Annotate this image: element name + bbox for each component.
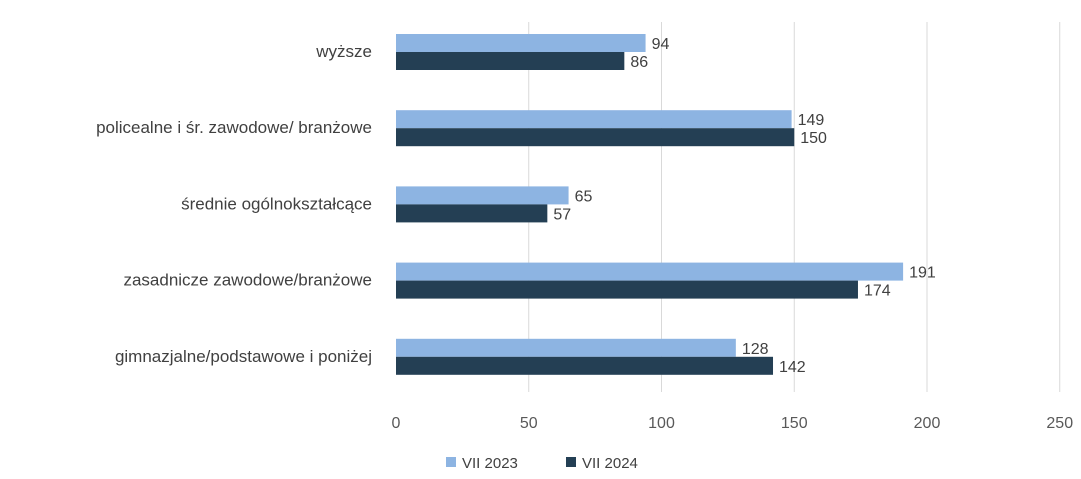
bar	[396, 204, 548, 223]
data-label: 142	[779, 359, 806, 376]
gridlines	[528, 22, 1061, 392]
category-labels: wyższe policealne i śr. zawodowe/ branżow…	[96, 42, 372, 366]
legend-label: VII 2024	[582, 455, 638, 472]
legend: VII 2023 VII 2024	[446, 455, 638, 472]
data-label: 57	[553, 206, 571, 223]
category-label: zasadnicze zawodowe/branżowe	[123, 271, 372, 290]
legend-label: VII 2023	[462, 455, 518, 472]
category-label: gimnazjalne/podstawowe i poniżej	[115, 347, 372, 366]
bars	[396, 34, 904, 375]
data-label: 94	[652, 36, 670, 53]
x-axis-ticks: 0 50 100 150 200 250	[392, 415, 1074, 432]
data-label: 149	[798, 112, 825, 129]
data-label: 174	[864, 283, 891, 300]
x-tick-label: 150	[781, 415, 808, 432]
x-tick-label: 250	[1046, 415, 1073, 432]
bar	[396, 262, 904, 281]
category-label: średnie ogólnokształcące	[181, 194, 372, 213]
data-label: 86	[630, 54, 648, 71]
bar	[396, 280, 858, 299]
legend-swatch	[446, 457, 456, 467]
bar	[396, 110, 792, 129]
category-label: wyższe	[315, 42, 372, 61]
legend-swatch	[566, 457, 576, 467]
category-label: policealne i śr. zawodowe/ branżowe	[96, 118, 372, 137]
bar	[396, 338, 736, 357]
x-tick-label: 200	[914, 415, 941, 432]
data-label: 150	[800, 130, 827, 147]
x-tick-label: 50	[520, 415, 538, 432]
bar	[396, 52, 625, 70]
bar	[396, 356, 774, 375]
data-label: 65	[575, 188, 593, 205]
data-label: 191	[909, 265, 936, 282]
bar	[396, 34, 646, 52]
x-tick-label: 0	[392, 415, 401, 432]
bar	[396, 128, 795, 147]
data-label: 128	[742, 341, 769, 358]
bar	[396, 186, 569, 205]
x-tick-label: 100	[648, 415, 675, 432]
